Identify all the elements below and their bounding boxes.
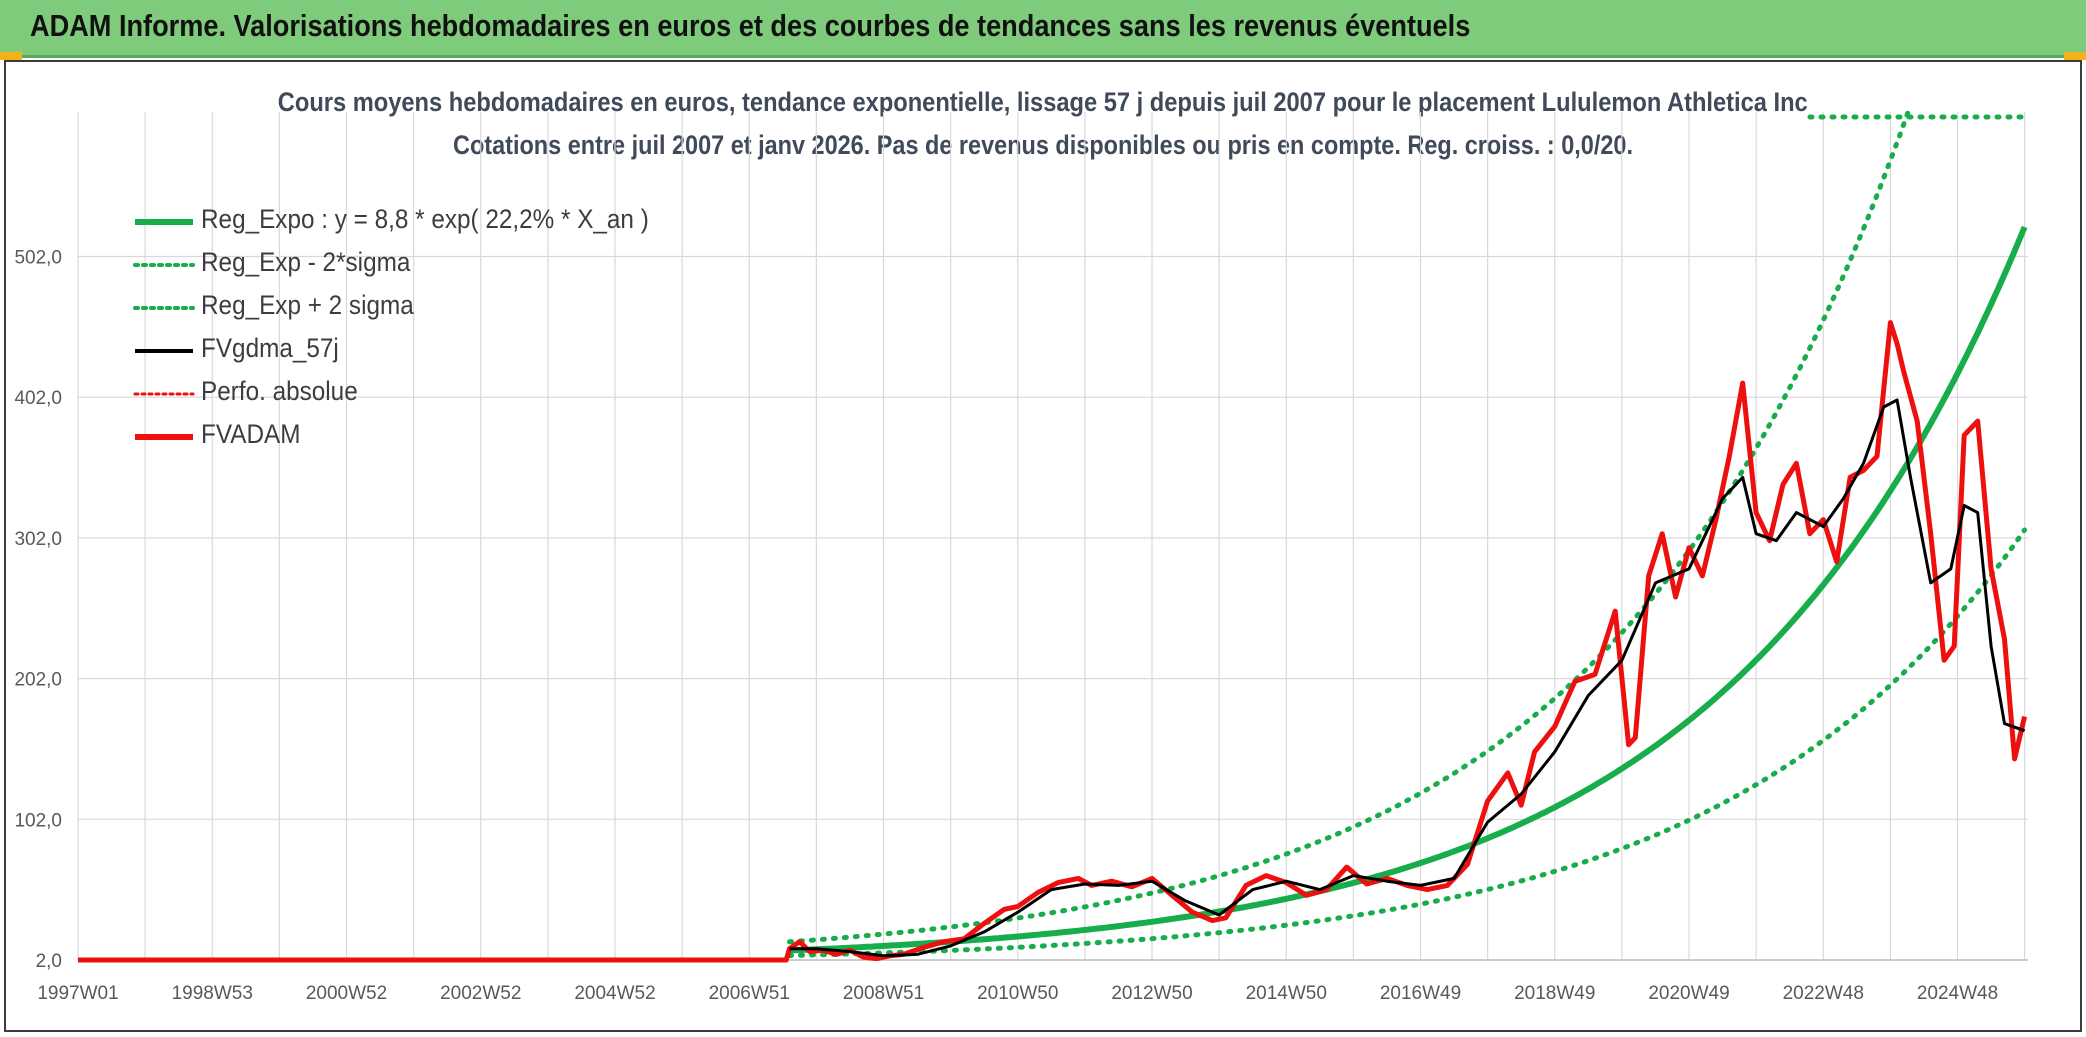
series-reg-expo [789,225,2028,954]
y-tick-label: 302,0 [14,529,62,550]
legend-swatch [133,306,195,310]
legend-item-perfo-absolue: Perfo. absolue [133,374,833,414]
y-tick-label: 502,0 [14,248,62,269]
legend-item-reg-exp-minus: Reg_Exp - 2*sigma [133,245,833,285]
legend-swatch [135,434,193,440]
legend-swatch [133,263,195,267]
x-tick-label: 2018W49 [1514,983,1595,1004]
banner-title: ADAM Informe. Valorisations hebdomadaire… [30,8,1471,43]
legend-swatch [133,392,195,396]
x-tick-label: 2024W48 [1917,983,1998,1004]
legend-label: Reg_Exp + 2 sigma [201,290,414,320]
chart-frame [4,60,2082,1032]
series-reg-exp-plus-2sigma [787,110,1912,945]
legend-label: Reg_Expo : y = 8,8 * exp( 22,2% * X_an ) [201,204,649,234]
x-tick-label: 1998W53 [172,983,253,1004]
x-tick-label: 2008W51 [843,983,924,1004]
corner-accent-left [0,52,22,60]
y-tick-label: 202,0 [14,670,62,691]
y-tick-label: 402,0 [14,388,62,409]
y-tick-label: 2,0 [36,951,62,972]
corner-accent-right [2064,52,2086,60]
x-tick-label: 2012W50 [1111,983,1192,1004]
legend-swatch [135,219,193,225]
legend-item-fvgdma: FVgdma_57j [133,331,833,371]
legend-item-fvadam: FVADAM [133,417,833,457]
chart-subtitle: Cotations entre juil 2007 et janv 2026. … [453,130,1633,160]
x-tick-label: 2006W51 [709,983,790,1004]
legend-item-reg-exp-plus: Reg_Exp + 2 sigma [133,288,833,328]
series-fvgdma-57j [789,398,2026,958]
legend-item-reg-expo: Reg_Expo : y = 8,8 * exp( 22,2% * X_an ) [133,202,833,242]
x-tick-label: 2002W52 [440,983,521,1004]
x-tick-label: 1997W01 [37,983,118,1004]
legend-swatch [135,349,193,353]
legend-label: FVADAM [201,419,301,449]
x-tick-label: 2022W48 [1783,983,1864,1004]
y-tick-label: 102,0 [14,810,62,831]
legend-label: Perfo. absolue [201,376,358,406]
x-tick-label: 2010W50 [977,983,1058,1004]
x-tick-label: 2004W52 [574,983,655,1004]
legend-label: FVgdma_57j [201,333,339,363]
x-tick-label: 2000W52 [306,983,387,1004]
x-tick-label: 2020W49 [1648,983,1729,1004]
report-banner: ADAM Informe. Valorisations hebdomadaire… [0,0,2086,58]
x-tick-label: 2014W50 [1246,983,1327,1004]
series-fvadam [78,320,2028,963]
chart-title: Cours moyens hebdomadaires en euros, ten… [278,87,1808,117]
x-tick-label: 2016W49 [1380,983,1461,1004]
legend-label: Reg_Exp - 2*sigma [201,247,411,277]
series-reg-exp-minus-2sigma [787,527,2028,958]
